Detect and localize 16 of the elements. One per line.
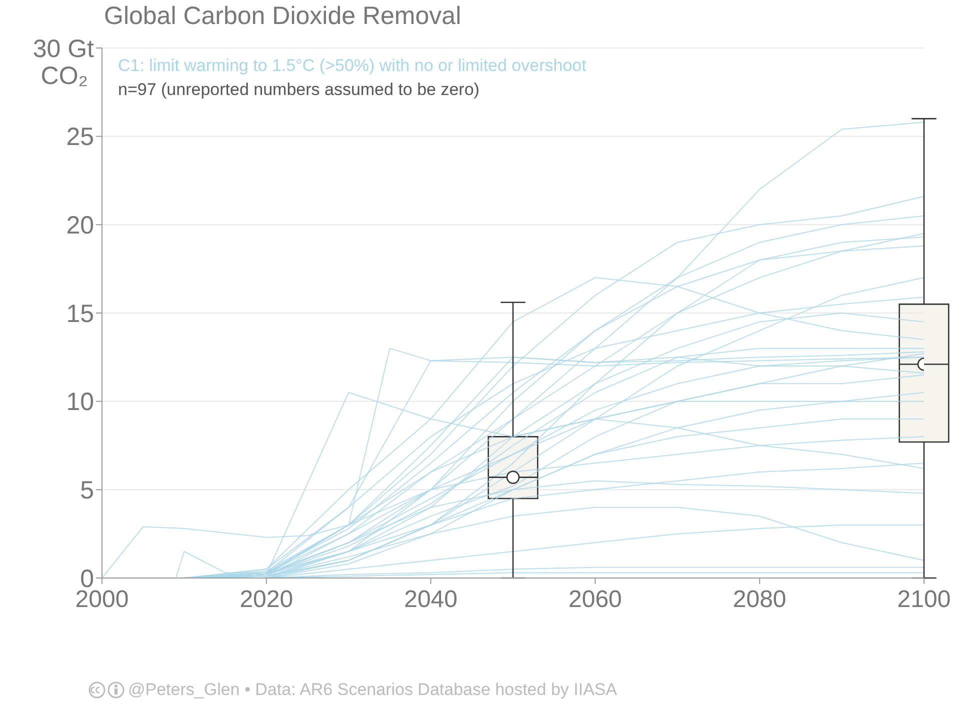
- y-tick-label: 10: [66, 388, 94, 416]
- annotation: n=97 (unreported numbers assumed to be zero): [118, 80, 480, 100]
- x-tick-label: 2040: [404, 586, 458, 614]
- x-tick-label: 2100: [897, 586, 951, 614]
- y-tick-label: 20: [66, 212, 94, 240]
- x-tick-label: 2020: [240, 586, 294, 614]
- y-tick-label: 5: [80, 476, 94, 505]
- y-tick-label: 30 Gt: [32, 34, 94, 63]
- chart-title: Global Carbon Dioxide Removal: [104, 2, 462, 31]
- y-tick-label: 15: [66, 300, 94, 328]
- y-axis-title: CO₂: [40, 62, 88, 91]
- x-tick-label: 2080: [732, 586, 786, 614]
- y-tick-label: 25: [66, 123, 94, 152]
- x-tick-label: 2060: [568, 586, 622, 614]
- text: C1: limit warming to 1.5°C (>50%) with no or limited overshoot: [118, 56, 586, 76]
- text: @Peters_Glen • Data: AR6 Scenarios Database hosted by IIASA: [128, 680, 618, 700]
